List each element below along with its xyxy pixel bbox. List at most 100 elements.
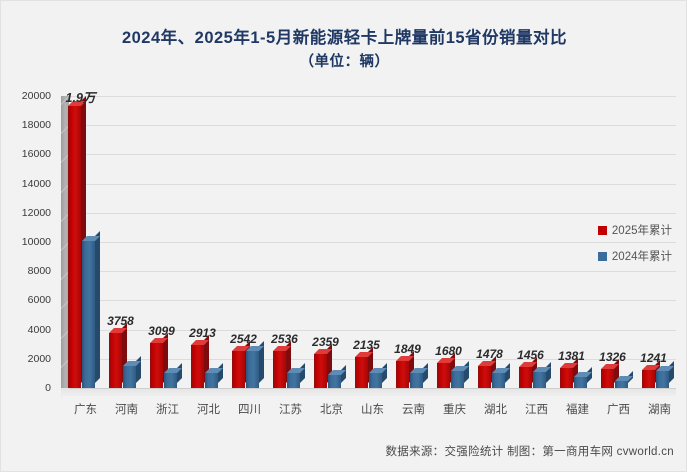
x-axis-tick-label: 河南 xyxy=(115,404,138,416)
bar-value-label: 3758 xyxy=(107,314,134,329)
bar-blue xyxy=(451,360,469,388)
bar-face xyxy=(68,106,81,388)
bar-face xyxy=(615,381,628,388)
plot-area xyxy=(61,96,676,397)
bar-value-label: 3099 xyxy=(148,323,175,338)
y-axis-tick-label: 0 xyxy=(45,382,51,394)
legend-item[interactable]: 2025年累计 xyxy=(597,217,672,243)
bars-layer: 1.9万 3758 3099 2913 2542 2536 2359 2135 1849 1680… xyxy=(61,91,676,396)
bar-red xyxy=(642,359,660,388)
legend-label: 2024年累计 xyxy=(611,251,672,263)
bar-face xyxy=(232,350,245,388)
y-axis-tick-label: 4000 xyxy=(27,323,51,336)
y-axis: 0 2000 4000 6000 8000 10000 12000 14000 16000 180… xyxy=(1,90,55,396)
bar-face xyxy=(191,345,204,388)
bar-side xyxy=(464,360,469,383)
y-axis-tick-label: 14000 xyxy=(21,177,51,190)
bar-group xyxy=(355,96,387,388)
x-axis-tick-label: 北京 xyxy=(320,404,343,416)
bar-group xyxy=(109,96,141,388)
x-axis-tick-label: 浙江 xyxy=(156,404,179,416)
y-axis-tick-label: 20000 xyxy=(21,90,51,102)
bar-group xyxy=(478,96,510,388)
bar-face xyxy=(314,353,327,388)
bar-face xyxy=(410,372,423,388)
bar-value-label: 2913 xyxy=(189,326,216,341)
x-axis-tick-label: 江苏 xyxy=(279,404,302,416)
bar-group xyxy=(396,96,428,388)
bar-group xyxy=(437,96,469,388)
bar-face xyxy=(533,371,546,388)
bar-face xyxy=(519,366,532,388)
bar-face xyxy=(109,333,122,388)
gridline xyxy=(69,183,676,185)
bar-face xyxy=(205,373,218,388)
gridline xyxy=(69,96,676,97)
bar-blue xyxy=(574,366,592,388)
bar-face xyxy=(246,351,259,388)
chart-subtitle: （单位：辆） xyxy=(299,54,390,70)
bar-face xyxy=(150,342,163,388)
bar-red xyxy=(601,358,619,388)
bar-value-label: 2536 xyxy=(271,331,298,346)
bar-value-label: 2135 xyxy=(353,337,380,352)
bar-group xyxy=(191,96,223,388)
bar-side xyxy=(218,363,223,383)
gridline xyxy=(69,212,676,214)
y-axis-tick-label: 2000 xyxy=(27,352,51,365)
bar-blue xyxy=(615,371,633,388)
gridline xyxy=(69,329,676,331)
bar-red xyxy=(437,353,455,388)
bar-blue xyxy=(533,361,551,388)
bar-group xyxy=(273,96,305,388)
bar-side xyxy=(382,362,387,383)
legend-item[interactable]: 2024年累计 xyxy=(597,243,672,269)
y-axis-tick-label: 6000 xyxy=(27,294,51,307)
bar-face xyxy=(396,361,409,388)
bar-face xyxy=(478,366,491,388)
x-axis-tick-label: 河北 xyxy=(197,404,220,416)
bar-blue xyxy=(246,341,264,388)
bar-red xyxy=(478,356,496,388)
legend: 2025年累计 2024年累计 xyxy=(597,217,672,269)
legend-swatch-icon xyxy=(597,225,607,235)
bar-red xyxy=(519,356,537,388)
bar-blue xyxy=(205,363,223,388)
bar-blue xyxy=(656,361,674,388)
legend-label: 2025年累计 xyxy=(611,225,672,237)
bar-value-label: 1381 xyxy=(558,348,585,363)
bar-red xyxy=(560,357,578,388)
bar-value-label: 1849 xyxy=(394,342,421,356)
chart-title: 2024年、2025年1-5月新能源轻卡上牌量前15省份销量对比 xyxy=(121,29,568,47)
gridline xyxy=(69,125,676,127)
bar-side xyxy=(423,362,428,383)
y-axis-tick-label: 12000 xyxy=(21,206,51,219)
bar-face xyxy=(451,370,464,388)
x-axis-tick-label: 江西 xyxy=(525,404,548,416)
x-axis-tick-label: 广西 xyxy=(607,404,630,416)
bar-red xyxy=(355,346,373,388)
bar-value-label: 1478 xyxy=(476,347,503,362)
bar-side xyxy=(95,230,100,383)
x-axis-tick-label: 福建 xyxy=(566,404,589,416)
bar-face xyxy=(560,367,573,388)
bar-value-label: 1456 xyxy=(517,347,544,362)
bar-face xyxy=(642,369,655,388)
y-axis-tick-label: 16000 xyxy=(21,148,51,161)
x-axis-tick-label: 山东 xyxy=(361,404,384,416)
bar-group xyxy=(150,96,182,388)
bar-red xyxy=(396,351,414,388)
bar-group xyxy=(68,96,100,388)
bar-side xyxy=(546,361,551,383)
bar-value-label: 2359 xyxy=(312,334,339,349)
bar-side xyxy=(505,362,510,383)
bar-face xyxy=(328,374,341,388)
bar-value-label: 1680 xyxy=(435,344,462,359)
bar-face xyxy=(123,366,136,388)
bar-red xyxy=(314,343,332,388)
bar-group xyxy=(314,96,346,388)
bar-face xyxy=(437,363,450,388)
bar-value-label: 2542 xyxy=(230,331,257,346)
footer-source-text: 数据来源：交强险统计 制图：第一商用车网 cvworld.cn xyxy=(385,446,674,458)
